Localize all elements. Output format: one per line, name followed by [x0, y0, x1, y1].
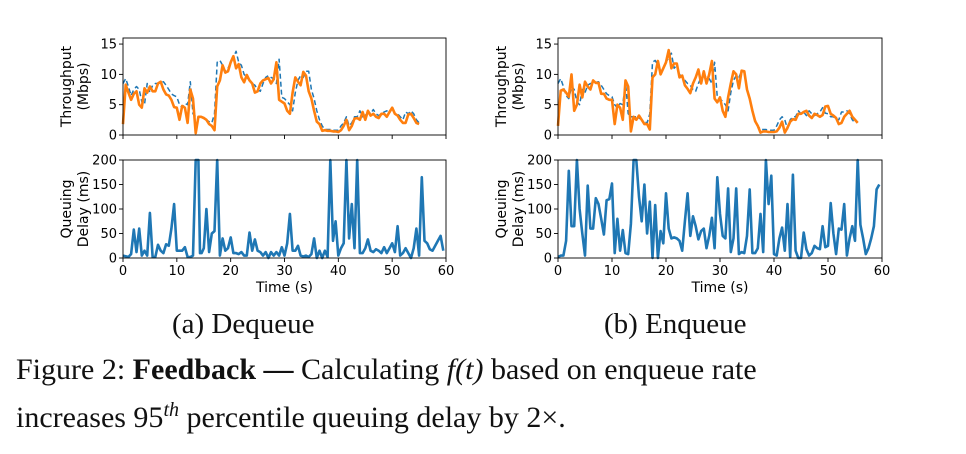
caption-label: Figure 2:	[16, 353, 126, 386]
y-tick-label: 50	[100, 227, 117, 242]
y-tick-label: 200	[92, 154, 117, 169]
x-axis-label: Time (s)	[255, 280, 313, 296]
x-tick-label: 30	[276, 264, 293, 279]
y-tick-label: 0	[109, 129, 117, 144]
x-tick-label: 60	[874, 264, 891, 279]
series-line-f-t-	[556, 48, 859, 134]
y-tick-label: 0	[109, 252, 117, 267]
x-tick-label: 20	[658, 264, 675, 279]
caption-superscript: th	[163, 399, 179, 421]
y-axis-label: Delay (ms)	[511, 171, 527, 247]
series-line-capacity	[557, 52, 856, 131]
x-tick-label: 50	[820, 264, 837, 279]
y-tick-label: 100	[527, 203, 552, 218]
plot-frame	[122, 37, 447, 136]
x-axis-label: Time (s)	[691, 280, 749, 296]
caption-line2-rest: percentile queuing delay by 2×.	[186, 401, 566, 434]
y-tick-label: 150	[527, 178, 552, 193]
y-tick-label: 15	[535, 38, 552, 53]
plot-frame	[122, 159, 447, 259]
y-axis-label: (Mbps)	[511, 62, 527, 110]
x-tick-label: 50	[384, 264, 401, 279]
x-tick-label: 40	[330, 264, 347, 279]
y-axis-label: Delay (ms)	[76, 171, 92, 247]
plot-frame	[557, 37, 883, 136]
y-tick-label: 5	[544, 98, 552, 113]
x-tick-label: 10	[604, 264, 621, 279]
x-tick-label: 10	[169, 264, 186, 279]
caption-bold: Feedback —	[132, 353, 294, 386]
x-tick-label: 40	[766, 264, 783, 279]
y-tick-label: 50	[535, 227, 552, 242]
figure-caption: Figure 2: Feedback — Calculating f(t) ba…	[16, 350, 956, 438]
series-line-queuing-delay	[557, 158, 881, 260]
y-tick-label: 150	[92, 178, 117, 193]
y-axis-label: (Mbps)	[76, 62, 92, 110]
series-line-capacity	[122, 50, 420, 131]
y-tick-label: 100	[92, 203, 117, 218]
y-axis-label: Queuing	[59, 179, 75, 238]
y-tick-label: 15	[100, 38, 117, 53]
series-line-queuing-delay	[122, 158, 445, 260]
y-tick-label: 0	[544, 129, 552, 144]
y-tick-label: 0	[544, 252, 552, 267]
y-tick-label: 5	[109, 98, 117, 113]
caption-line2: increases 95	[16, 401, 164, 434]
y-axis-label: Queuing	[494, 179, 510, 238]
x-tick-label: 0	[554, 264, 562, 279]
caption-text: Calculating	[301, 353, 440, 386]
subcaption-a: (a) Dequeue	[172, 308, 315, 340]
subcaption-b: (b) Enqueue	[604, 308, 747, 340]
caption-math: f(t)	[446, 353, 484, 386]
y-tick-label: 10	[535, 68, 552, 83]
y-axis-label: Throughput	[494, 45, 510, 128]
x-tick-label: 0	[119, 264, 127, 279]
caption-text-rest: based on enqueue rate	[490, 353, 757, 386]
y-tick-label: 200	[527, 154, 552, 169]
x-tick-label: 60	[438, 264, 455, 279]
series-line-f-t-	[121, 54, 420, 135]
x-tick-label: 20	[222, 264, 239, 279]
y-axis-label: Throughput	[59, 45, 75, 128]
x-tick-label: 30	[712, 264, 729, 279]
y-tick-label: 10	[100, 68, 117, 83]
